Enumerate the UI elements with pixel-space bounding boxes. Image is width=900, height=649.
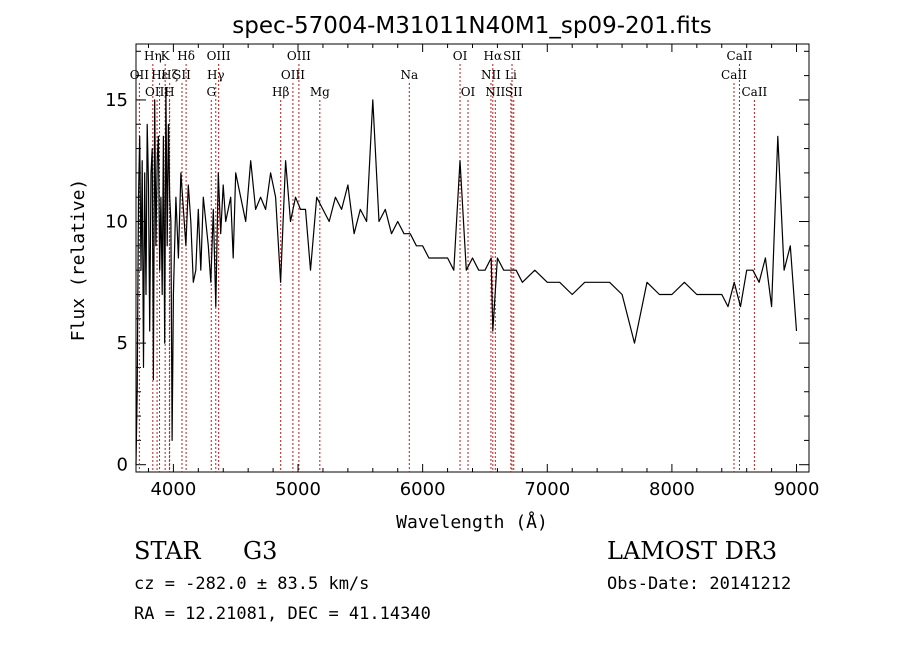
line-marker-label: SII bbox=[503, 49, 521, 63]
line-marker-label: OIII bbox=[145, 85, 169, 99]
velocity-readout: cz = -282.0 ± 83.5 km/s bbox=[134, 574, 370, 594]
line-marker-label: CaII bbox=[741, 85, 767, 99]
obs-date: Obs-Date: 20141212 bbox=[607, 574, 792, 594]
line-marker-label: OIII bbox=[287, 49, 311, 63]
chart-title: spec-57004-M31011N40M1_sp09-201.fits bbox=[232, 13, 711, 39]
x-tick-label: 9000 bbox=[774, 479, 820, 500]
y-axis-label: Flux (relative) bbox=[68, 179, 89, 342]
line-marker-label: CaII bbox=[727, 49, 753, 63]
line-marker-label: CaII bbox=[721, 68, 747, 82]
line-marker-label: Hζ bbox=[161, 68, 178, 82]
object-subclass: G3 bbox=[243, 537, 278, 565]
x-tick-label: 6000 bbox=[400, 479, 446, 500]
line-marker-label: OI bbox=[453, 49, 468, 63]
line-marker-label: OIII bbox=[281, 68, 305, 82]
line-marker-label: Hη bbox=[144, 49, 162, 63]
line-marker-label: Hβ bbox=[272, 85, 289, 99]
y-tick-label: 10 bbox=[105, 212, 128, 233]
coordinates: RA = 12.21081, DEC = 41.14340 bbox=[134, 604, 431, 624]
line-marker-label: OIII bbox=[207, 49, 231, 63]
line-marker-label: Hα bbox=[484, 49, 503, 63]
x-tick-label: 4000 bbox=[150, 479, 196, 500]
line-marker-label: Li bbox=[505, 68, 517, 82]
line-marker-label: K bbox=[161, 49, 171, 63]
line-marker-label: OI bbox=[461, 85, 476, 99]
line-marker-label: Na bbox=[400, 68, 418, 82]
spectrum-line bbox=[135, 87, 798, 465]
line-marker-label: SII bbox=[505, 85, 523, 99]
line-marker-label: Mg bbox=[310, 85, 330, 99]
line-marker-label: NII bbox=[485, 85, 505, 99]
axis-ticks: 4000 5000 6000 7000 8000 9000 0 5 10 15 bbox=[105, 44, 819, 500]
line-marker-label: Hδ bbox=[177, 49, 195, 63]
x-tick-label: 7000 bbox=[524, 479, 570, 500]
line-marker-label: G bbox=[206, 85, 216, 99]
object-class: STAR bbox=[134, 537, 201, 565]
x-tick-label: 8000 bbox=[649, 479, 695, 500]
y-tick-label: 5 bbox=[117, 333, 128, 354]
survey-name: LAMOST DR3 bbox=[607, 537, 778, 565]
line-marker-label: Hγ bbox=[207, 68, 225, 82]
x-tick-label: 5000 bbox=[275, 479, 321, 500]
line-marker-label: OII bbox=[130, 68, 150, 82]
line-marker-label: NII bbox=[481, 68, 501, 82]
y-tick-label: 0 bbox=[117, 455, 128, 476]
x-axis-label: Wavelength (Å) bbox=[396, 511, 548, 533]
y-tick-label: 15 bbox=[105, 90, 128, 111]
line-marker-label: Hε bbox=[151, 68, 168, 82]
line-marker-label: SII bbox=[173, 68, 191, 82]
spectrum-series bbox=[135, 87, 798, 465]
